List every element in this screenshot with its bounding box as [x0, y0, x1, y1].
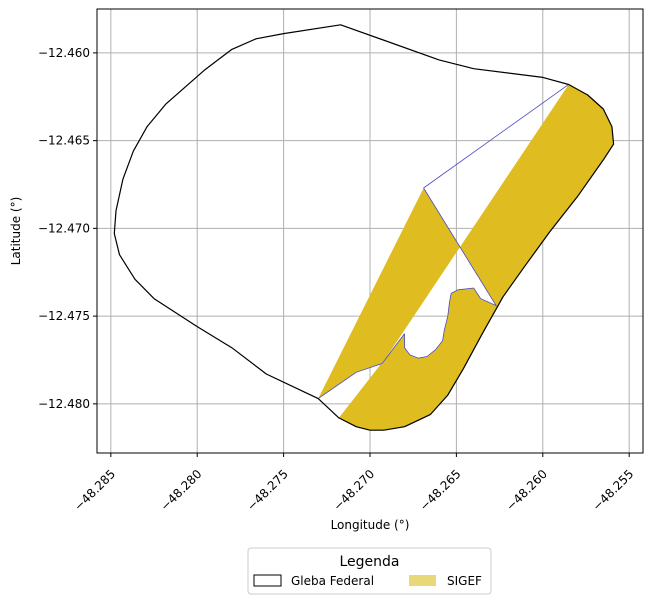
- y-tick-label: −12.470: [38, 221, 90, 235]
- legend-swatch-gleba-federal: [253, 574, 282, 587]
- sigef-west-boundary: [423, 84, 569, 189]
- sigef-connector-boundary: [381, 333, 405, 364]
- legend-label-gleba-federal: Gleba Federal: [291, 574, 374, 588]
- sigef-south-boundary: [317, 363, 383, 399]
- legend-title: Legenda: [339, 554, 399, 570]
- y-axis-label: Latitude (°): [9, 197, 23, 266]
- legend-label-sigef: SIGEF: [447, 574, 482, 588]
- sigef-area: [318, 84, 614, 431]
- y-tick-label: −12.465: [38, 134, 90, 148]
- y-tick-label: −12.480: [38, 397, 90, 411]
- gleba-federal-outline: [113, 24, 615, 431]
- x-axis-label: Longitude (°): [331, 518, 410, 532]
- legend-swatch-sigef: [409, 575, 436, 586]
- sigef-inner-boundary: [404, 187, 498, 359]
- y-tick-label: −12.475: [38, 309, 90, 323]
- y-tick-label: −12.460: [38, 46, 90, 60]
- legend: Legenda Gleba Federal SIGEF: [247, 547, 492, 595]
- map-polygons: [113, 24, 615, 431]
